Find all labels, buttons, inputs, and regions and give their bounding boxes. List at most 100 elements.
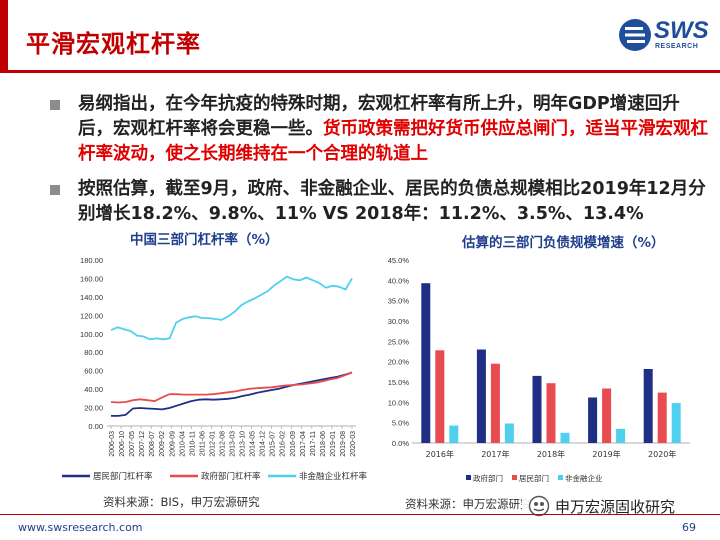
bar xyxy=(476,349,486,443)
bar xyxy=(421,283,431,443)
x-tick-label: 2007-05 xyxy=(129,431,136,457)
x-tick-label: 2018-06 xyxy=(320,431,327,457)
y-tick-label: 80.00 xyxy=(84,348,103,357)
x-tick-label: 2020-03 xyxy=(350,431,357,457)
bar xyxy=(560,432,570,443)
x-tick-label: 2012-01 xyxy=(209,431,216,457)
y-tick-label: 0.00 xyxy=(88,422,103,431)
x-tick-label: 2017年 xyxy=(481,449,509,459)
bullet-text: 按照估算，截至9月，政府、非金融企业、居民的负债总规模相比2019年12月分别增… xyxy=(78,179,706,224)
x-tick-label: 2012-08 xyxy=(219,431,226,457)
series-line xyxy=(111,371,353,417)
bar xyxy=(546,383,556,443)
bar xyxy=(588,397,598,443)
x-tick-label: 2006-10 xyxy=(119,431,126,457)
logo-subtext: RESEARCH xyxy=(655,43,699,50)
y-tick-label: 120.00 xyxy=(80,311,103,320)
bar xyxy=(657,392,667,443)
legend-label: 政府部门杠杆率 xyxy=(201,471,261,482)
y-tick-label: 10.0% xyxy=(388,398,410,407)
footer-rule xyxy=(0,514,720,515)
page-title: 平滑宏观杠杆率 xyxy=(26,30,201,58)
logo-wordmark: SWS xyxy=(654,17,709,44)
x-tick-label: 2007-12 xyxy=(139,431,146,457)
x-tick-label: 2016-09 xyxy=(290,431,297,457)
x-tick-label: 2008-07 xyxy=(149,431,156,457)
legend-label: 居民部门 xyxy=(519,473,549,483)
y-tick-label: 60.00 xyxy=(84,367,103,376)
bar xyxy=(602,388,612,443)
y-tick-label: 15.0% xyxy=(388,378,410,387)
y-tick-label: 20.00 xyxy=(84,404,103,413)
y-tick-label: 40.0% xyxy=(388,276,410,285)
bar xyxy=(671,403,681,443)
x-tick-label: 2019-08 xyxy=(340,431,347,457)
series-line xyxy=(110,371,353,404)
bar xyxy=(643,369,653,443)
bullet-item: 易纲指出，在今年抗疫的特殊时期，宏观杠杆率有所上升，明年GDP增速回升后，宏观杠… xyxy=(50,92,710,167)
bullet-list: 易纲指出，在今年抗疫的特殊时期，宏观杠杆率有所上升，明年GDP增速回升后，宏观杠… xyxy=(50,92,710,237)
sws-logo-mark-icon xyxy=(619,19,651,51)
debt-growth-bar-chart: 0.0% 5.0% 10.0% 15.0% 20.0% 25.0% 30.0% 35.0% 40… xyxy=(388,256,690,483)
x-tick-label: 2011-06 xyxy=(199,431,206,456)
title-accent xyxy=(0,0,8,72)
y-tick-label: 140.00 xyxy=(80,293,103,302)
y-tick-label: 20.0% xyxy=(388,358,410,367)
wechat-watermark: 申万宏源固收研究 xyxy=(522,493,682,519)
bullet-square-icon xyxy=(50,185,60,195)
bar xyxy=(435,350,445,443)
legend-swatch xyxy=(466,475,471,480)
bullet-text: 易纲指出，在今年抗疫的特殊时期，宏观杠杆率有所上升，明年GDP增速回升后，宏观杠… xyxy=(78,94,680,139)
x-tick-label: 2019-01 xyxy=(330,431,337,457)
watermark-text: 申万宏源固收研究 xyxy=(555,497,676,516)
sws-logo: SWS RESEARCH xyxy=(618,16,710,56)
footer-url[interactable]: www.swsresearch.com xyxy=(18,521,143,534)
y-tick-label: 25.0% xyxy=(388,337,410,346)
legend-label: 政府部门 xyxy=(473,473,503,483)
bullet-highlight-text: 货币政策需把好货币供应总闸门，适当平滑宏观杠杆率波动，使之长期维持在一个合理的轨… xyxy=(78,119,708,164)
wechat-search-icon xyxy=(528,495,550,517)
legend-label: 居民部门杠杆率 xyxy=(93,471,153,482)
y-tick-label: 40.00 xyxy=(84,385,103,394)
x-tick-label: 2017-11 xyxy=(310,431,317,456)
page-number: 69 xyxy=(682,521,696,534)
left-chart-title: 中国三部门杠杆率（%） xyxy=(130,232,279,248)
right-source-note: 资料来源：申万宏源研究 xyxy=(405,497,532,511)
x-tick-label: 2009-02 xyxy=(159,431,166,457)
x-tick-label: 2016-02 xyxy=(280,431,287,457)
title-rule xyxy=(0,70,720,73)
series-line xyxy=(110,275,353,341)
y-tick-label: 0.0% xyxy=(392,439,409,448)
legend-label: 非金融企业 xyxy=(565,473,603,483)
y-tick-label: 45.0% xyxy=(388,256,410,265)
title-bar: 平滑宏观杠杆率 SWS RESEARCH xyxy=(0,0,720,73)
x-tick-label: 2009-09 xyxy=(169,431,176,457)
legend-label: 非金融企业杠杆率 xyxy=(299,471,368,482)
bar xyxy=(616,428,626,443)
x-tick-label: 2020年 xyxy=(648,449,676,459)
bar xyxy=(449,425,459,443)
y-tick-label: 5.0% xyxy=(392,419,409,428)
bar xyxy=(504,423,514,443)
bullet-item: 按照估算，截至9月，政府、非金融企业、居民的负债总规模相比2019年12月分别增… xyxy=(50,177,710,227)
y-tick-label: 30.0% xyxy=(388,317,410,326)
x-tick-label: 2018年 xyxy=(537,449,565,459)
x-tick-label: 2015-07 xyxy=(270,431,277,457)
y-tick-label: 100.00 xyxy=(80,330,103,339)
bar xyxy=(490,363,500,443)
y-tick-label: 160.00 xyxy=(80,274,103,283)
y-tick-label: 35.0% xyxy=(388,297,410,306)
legend-swatch xyxy=(512,475,517,480)
left-source-note: 资料来源：BIS，申万宏源研究 xyxy=(103,495,260,509)
x-tick-label: 2014-12 xyxy=(260,431,267,457)
y-tick-label: 180.00 xyxy=(80,256,103,265)
x-tick-label: 2010-04 xyxy=(179,431,186,457)
x-tick-label: 2014-05 xyxy=(250,431,257,457)
right-chart-title: 估算的三部门负债规模增速（%） xyxy=(462,235,665,251)
x-tick-label: 2016年 xyxy=(426,449,454,459)
legend-swatch xyxy=(558,475,563,480)
x-tick-label: 2017-04 xyxy=(300,431,307,457)
bar xyxy=(532,375,542,443)
leverage-line-chart: 0.00 20.00 40.00 60.00 80.00 100.00 120.00 140.… xyxy=(62,256,368,482)
x-tick-label: 2006-03 xyxy=(109,431,116,457)
